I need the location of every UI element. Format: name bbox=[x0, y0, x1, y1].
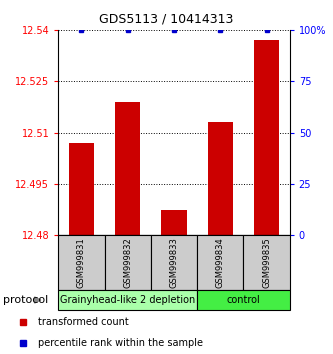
Text: GSM999835: GSM999835 bbox=[262, 238, 271, 288]
Text: GSM999831: GSM999831 bbox=[77, 238, 86, 288]
Bar bbox=[105, 235, 151, 290]
Text: percentile rank within the sample: percentile rank within the sample bbox=[38, 338, 203, 348]
Text: control: control bbox=[226, 295, 260, 305]
Bar bbox=[197, 235, 243, 290]
Text: GDS5113 / 10414313: GDS5113 / 10414313 bbox=[99, 12, 234, 25]
Bar bbox=[254, 40, 279, 235]
Text: Grainyhead-like 2 depletion: Grainyhead-like 2 depletion bbox=[60, 295, 195, 305]
Bar bbox=[58, 235, 105, 290]
Bar bbox=[115, 102, 141, 235]
Bar bbox=[69, 143, 94, 235]
Bar bbox=[161, 210, 187, 235]
Text: GSM999832: GSM999832 bbox=[123, 238, 132, 288]
Bar bbox=[151, 235, 197, 290]
Text: transformed count: transformed count bbox=[38, 317, 129, 327]
Text: GSM999834: GSM999834 bbox=[216, 238, 225, 288]
Bar bbox=[207, 122, 233, 235]
Text: protocol: protocol bbox=[3, 295, 49, 305]
Text: GSM999833: GSM999833 bbox=[169, 238, 178, 288]
Bar bbox=[243, 235, 290, 290]
Bar bbox=[58, 290, 197, 310]
Bar bbox=[197, 290, 290, 310]
